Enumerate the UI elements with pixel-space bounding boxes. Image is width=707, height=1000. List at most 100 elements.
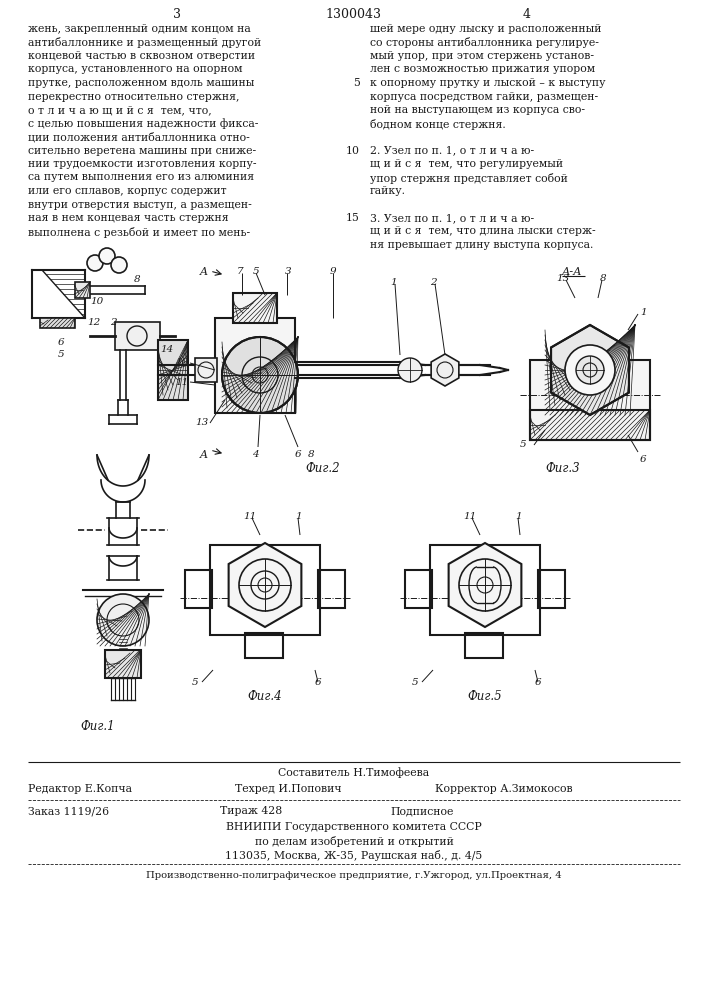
Text: 4: 4	[523, 8, 531, 21]
Text: бодном конце стержня.: бодном конце стержня.	[370, 118, 506, 129]
Bar	[158, 340, 188, 400]
Text: Заказ 1119/26: Заказ 1119/26	[28, 806, 109, 816]
Text: гайку.: гайку.	[370, 186, 406, 196]
Text: шей мере одну лыску и расположенный: шей мере одну лыску и расположенный	[370, 24, 602, 34]
Text: Редактор Е.Копча: Редактор Е.Копча	[28, 784, 132, 794]
Text: или его сплавов, корпус содержит: или его сплавов, корпус содержит	[28, 186, 227, 196]
Text: лен с возможностью прижатия упором: лен с возможностью прижатия упором	[370, 64, 595, 75]
Text: 12: 12	[87, 318, 100, 327]
Bar	[195, 358, 217, 382]
Bar	[115, 322, 160, 350]
Text: концевой частью в сквозном отверстии: концевой частью в сквозном отверстии	[28, 51, 255, 61]
Text: A: A	[200, 450, 208, 460]
Text: о т л и ч а ю щ и й с я  тем, что,: о т л и ч а ю щ и й с я тем, что,	[28, 105, 212, 115]
Text: Фиг.3: Фиг.3	[545, 462, 580, 475]
Text: 2: 2	[110, 318, 117, 327]
Text: 3. Узел по п. 1, о т л и ч а ю-: 3. Узел по п. 1, о т л и ч а ю-	[370, 213, 534, 223]
Text: 10: 10	[175, 358, 188, 367]
Text: щ и й с я  тем, что длина лыски стерж-: щ и й с я тем, что длина лыски стерж-	[370, 227, 595, 236]
Bar	[105, 650, 141, 678]
Text: Фиг.4: Фиг.4	[247, 690, 281, 703]
Polygon shape	[228, 543, 301, 627]
Text: 11: 11	[243, 512, 256, 521]
Text: прутке, расположенном вдоль машины: прутке, расположенном вдоль машины	[28, 78, 255, 88]
Text: 1: 1	[390, 278, 397, 287]
Text: 11: 11	[175, 378, 188, 387]
Text: с целью повышения надежности фикса-: с целью повышения надежности фикса-	[28, 118, 258, 129]
Text: Подписное: Подписное	[390, 806, 453, 816]
Text: 3: 3	[285, 267, 291, 276]
Text: выполнена с резьбой и имеет по мень-: выполнена с резьбой и имеет по мень-	[28, 227, 250, 237]
Text: 6: 6	[640, 455, 647, 464]
Bar	[245, 633, 283, 658]
Text: Производственно-полиграфическое предприятие, г.Ужгород, ул.Проектная, 4: Производственно-полиграфическое предприя…	[146, 871, 562, 880]
Text: 3: 3	[173, 8, 181, 21]
Bar	[185, 570, 212, 608]
Text: 113035, Москва, Ж-35, Раушская наб., д. 4/5: 113035, Москва, Ж-35, Раушская наб., д. …	[226, 850, 483, 861]
Circle shape	[565, 345, 615, 395]
Circle shape	[111, 257, 127, 273]
Text: Фиг.2: Фиг.2	[305, 462, 339, 475]
Text: ВНИИПИ Государственного комитета СССР: ВНИИПИ Государственного комитета СССР	[226, 822, 482, 832]
Circle shape	[398, 358, 422, 382]
Text: 11: 11	[463, 512, 477, 521]
Text: 10: 10	[90, 297, 103, 306]
Circle shape	[222, 337, 298, 413]
Text: 6: 6	[535, 678, 542, 687]
Text: Фиг.5: Фиг.5	[467, 690, 502, 703]
Text: к опорному прутку и лыской – к выступу: к опорному прутку и лыской – к выступу	[370, 78, 605, 88]
Text: перекрестно относительно стержня,: перекрестно относительно стержня,	[28, 92, 240, 102]
Text: А-А: А-А	[562, 267, 583, 277]
Text: са путем выполнения его из алюминия: са путем выполнения его из алюминия	[28, 172, 254, 182]
Text: 15: 15	[346, 213, 360, 223]
Text: Техред И.Попович: Техред И.Попович	[235, 784, 341, 794]
Text: внутри отверстия выступ, а размещен-: внутри отверстия выступ, а размещен-	[28, 200, 252, 210]
Text: 4: 4	[252, 450, 259, 459]
Text: нии трудоемкости изготовления корпу-: нии трудоемкости изготовления корпу-	[28, 159, 257, 169]
Text: 5: 5	[253, 267, 259, 276]
Text: ная в нем концевая часть стержня: ная в нем концевая часть стержня	[28, 213, 228, 223]
Polygon shape	[431, 354, 459, 386]
Text: 8: 8	[134, 275, 141, 284]
Text: упор стержня представляет собой: упор стержня представляет собой	[370, 172, 568, 184]
Bar	[465, 633, 503, 658]
Text: 1: 1	[640, 308, 647, 317]
Text: корпуса посредством гайки, размещен-: корпуса посредством гайки, размещен-	[370, 92, 598, 102]
Text: ня превышает длину выступа корпуса.: ня превышает длину выступа корпуса.	[370, 240, 593, 250]
Text: 2: 2	[430, 278, 437, 287]
Text: 13: 13	[195, 418, 209, 427]
Text: 8: 8	[308, 450, 315, 459]
Text: корпуса, установленного на опорном: корпуса, установленного на опорном	[28, 64, 243, 75]
Bar	[530, 360, 650, 440]
Text: 7: 7	[237, 267, 244, 276]
Bar	[530, 410, 650, 440]
Text: Тираж 428: Тираж 428	[220, 806, 282, 816]
Text: мый упор, при этом стержень установ-: мый упор, при этом стержень установ-	[370, 51, 594, 61]
Text: антибаллоннике и размещенный другой: антибаллоннике и размещенный другой	[28, 37, 262, 48]
Text: 5: 5	[353, 78, 360, 88]
Text: 13: 13	[556, 274, 569, 283]
Text: со стороны антибаллонника регулируе-: со стороны антибаллонника регулируе-	[370, 37, 599, 48]
Bar	[233, 293, 277, 323]
Bar	[40, 318, 75, 328]
Text: ной на выступающем из корпуса сво-: ной на выступающем из корпуса сво-	[370, 105, 585, 115]
Text: 6: 6	[295, 450, 302, 459]
Text: Фиг.1: Фиг.1	[80, 720, 115, 733]
Circle shape	[97, 594, 149, 646]
Text: 10: 10	[346, 145, 360, 155]
Text: 6: 6	[58, 338, 64, 347]
Text: 1: 1	[515, 512, 522, 521]
Text: жень, закрепленный одним концом на: жень, закрепленный одним концом на	[28, 24, 251, 34]
Text: щ и й с я  тем, что регулируемый: щ и й с я тем, что регулируемый	[370, 159, 563, 169]
Polygon shape	[551, 325, 629, 415]
Circle shape	[87, 255, 103, 271]
Bar	[215, 318, 295, 413]
Text: 1: 1	[295, 512, 302, 521]
Polygon shape	[449, 543, 521, 627]
Text: 2. Узел по п. 1, о т л и ч а ю-: 2. Узел по п. 1, о т л и ч а ю-	[370, 145, 534, 155]
Text: сительно веретена машины при сниже-: сительно веретена машины при сниже-	[28, 145, 256, 155]
Circle shape	[99, 248, 115, 264]
Text: A: A	[200, 267, 208, 277]
Text: 5: 5	[412, 678, 419, 687]
Text: 5: 5	[192, 678, 199, 687]
